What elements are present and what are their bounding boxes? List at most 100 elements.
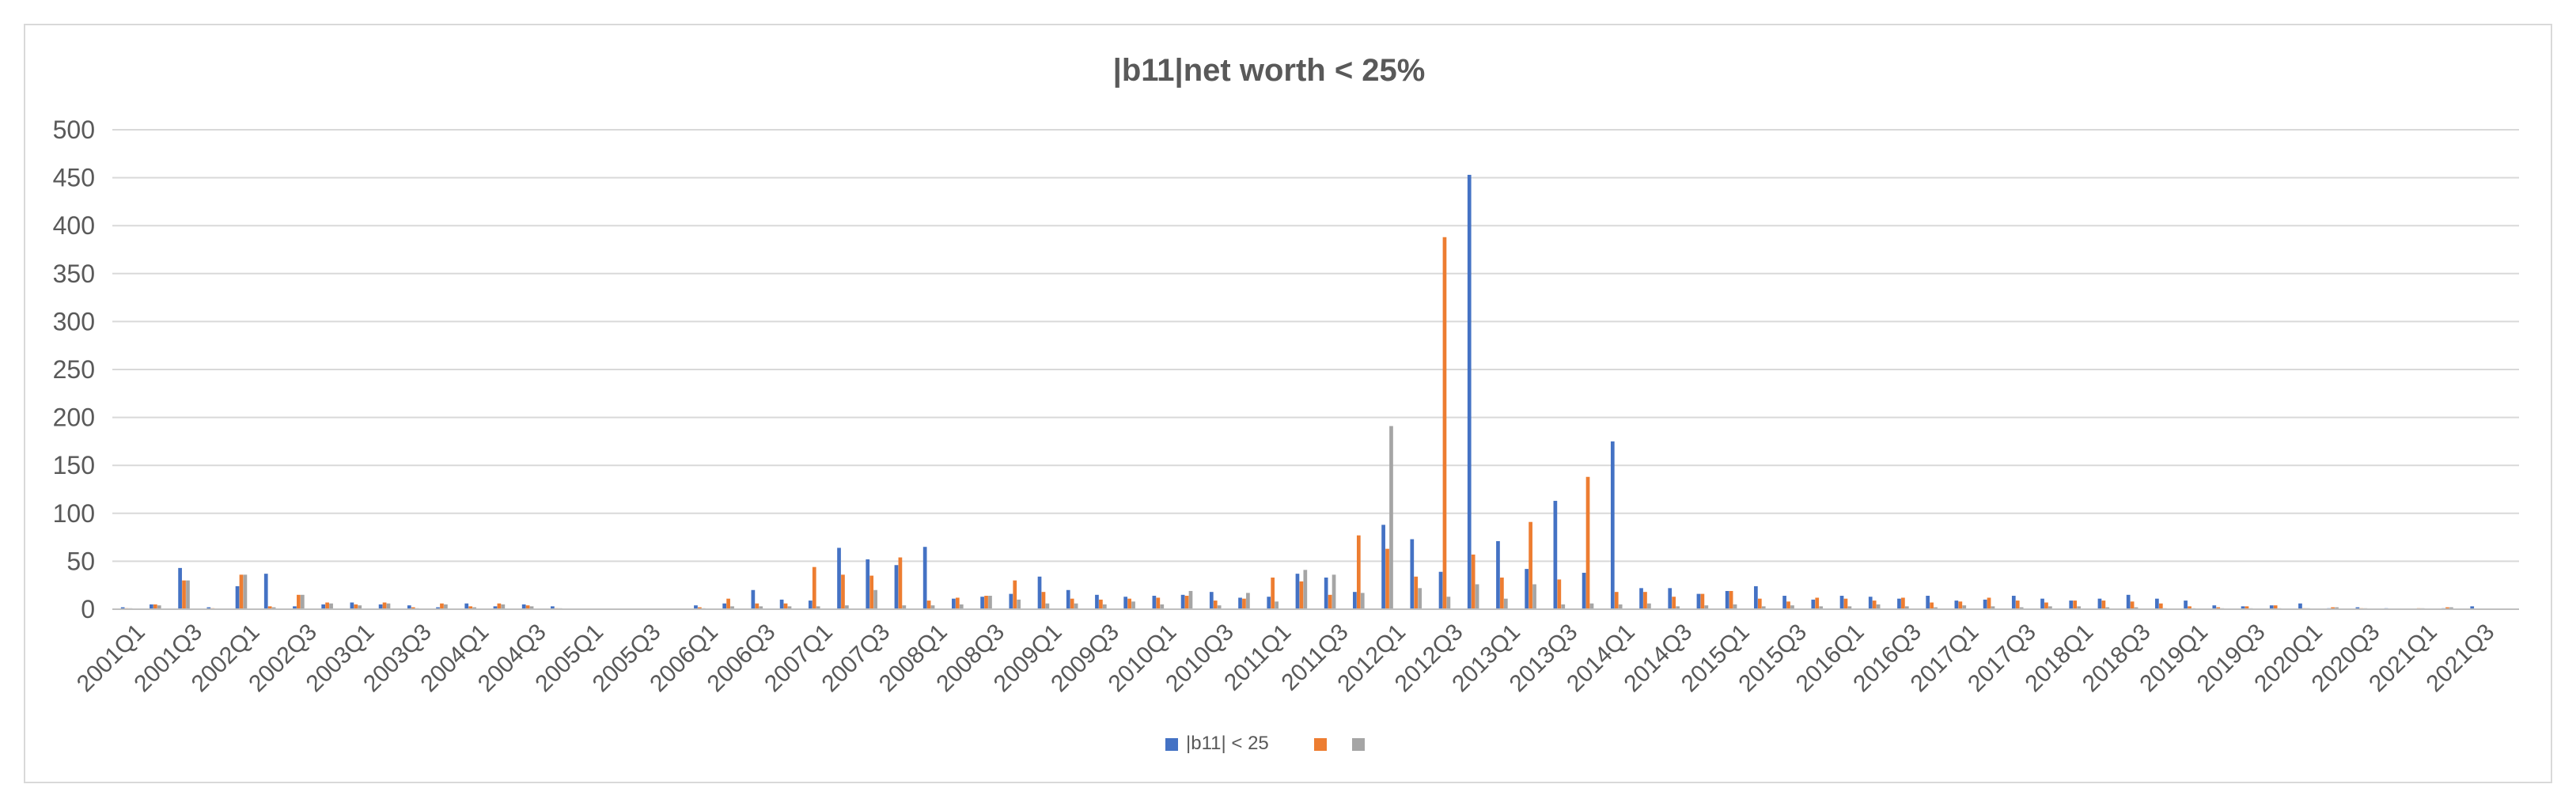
bar xyxy=(869,575,874,609)
bar xyxy=(1668,588,1673,609)
bar xyxy=(1811,599,1816,609)
bar xyxy=(2019,607,2024,609)
bar xyxy=(1647,603,1651,609)
bar xyxy=(1418,588,1422,609)
bar xyxy=(1184,596,1189,609)
bar xyxy=(436,607,440,609)
bar xyxy=(1009,593,1013,609)
bar xyxy=(2355,607,2360,609)
bar xyxy=(1843,598,1848,609)
bar xyxy=(1217,605,1222,609)
bar xyxy=(206,607,211,609)
bar xyxy=(2449,607,2453,609)
bar xyxy=(182,580,186,609)
bar xyxy=(2126,594,2131,609)
bar xyxy=(2101,601,2106,609)
bar xyxy=(930,605,935,609)
bar xyxy=(1561,604,1566,609)
bar xyxy=(2273,605,2278,609)
bar xyxy=(1246,593,1250,609)
bar xyxy=(722,603,727,609)
bar xyxy=(2155,598,2159,609)
bar xyxy=(1589,603,1594,609)
bar xyxy=(1471,554,1476,609)
bar xyxy=(1553,501,1558,609)
bar xyxy=(2040,598,2044,609)
bar xyxy=(1328,594,1332,609)
bar xyxy=(521,604,526,609)
bar xyxy=(1295,574,1300,609)
bar xyxy=(2130,601,2135,609)
bar xyxy=(959,604,964,609)
bar xyxy=(1532,584,1536,609)
bar xyxy=(988,596,992,609)
bar xyxy=(1131,601,1135,609)
x-axis-tick-labels: 2001Q12001Q32002Q12002Q32003Q12003Q32004… xyxy=(72,619,2499,697)
bar xyxy=(755,603,760,609)
bar xyxy=(2158,603,2163,609)
bar xyxy=(2044,602,2048,609)
bar xyxy=(153,604,157,609)
bar xyxy=(1954,601,1959,609)
bar xyxy=(1700,593,1705,609)
legend-swatch xyxy=(1314,738,1327,751)
bar xyxy=(440,603,444,609)
y-tick-label: 300 xyxy=(53,307,95,335)
bar xyxy=(1475,584,1479,609)
bar xyxy=(1041,592,1046,609)
bar xyxy=(952,598,956,609)
bar xyxy=(1614,592,1619,609)
bar xyxy=(1242,598,1246,609)
bar xyxy=(902,605,907,609)
bar xyxy=(845,605,849,609)
bar xyxy=(297,594,301,609)
y-tick-label: 350 xyxy=(53,260,95,288)
bar xyxy=(787,606,792,609)
bar xyxy=(726,598,730,609)
bar xyxy=(2077,606,2081,609)
bar xyxy=(497,603,502,609)
bar xyxy=(2069,601,2074,609)
bar xyxy=(2241,606,2245,609)
bar xyxy=(2048,606,2052,609)
y-tick-label: 500 xyxy=(53,116,95,144)
bar xyxy=(2331,607,2335,609)
y-tick-label: 250 xyxy=(53,355,95,384)
bar xyxy=(1790,605,1794,609)
series-2 xyxy=(124,237,2449,609)
bar xyxy=(2212,605,2217,609)
bar xyxy=(812,566,816,609)
bars xyxy=(120,174,2475,609)
bar xyxy=(1819,606,1824,609)
bar xyxy=(1074,603,1078,609)
bar xyxy=(1696,593,1701,609)
bar xyxy=(378,604,383,609)
y-tick-label: 150 xyxy=(53,451,95,479)
bar xyxy=(2269,605,2274,609)
bar xyxy=(1958,601,1963,609)
bar xyxy=(1733,604,1737,609)
bar xyxy=(759,606,763,609)
bar xyxy=(350,602,354,609)
bar xyxy=(386,603,391,609)
bar xyxy=(1525,569,1529,609)
bar xyxy=(1414,576,1419,609)
bar xyxy=(472,607,476,609)
bar xyxy=(1901,597,1905,609)
y-tick-label: 0 xyxy=(81,595,95,623)
bar xyxy=(551,606,555,609)
bar xyxy=(1496,540,1500,609)
bar xyxy=(1381,525,1385,609)
bar xyxy=(894,565,899,609)
bar xyxy=(1385,548,1389,609)
bar xyxy=(235,585,240,609)
bar xyxy=(1757,598,1762,609)
bar xyxy=(841,574,845,609)
bar xyxy=(1213,601,1218,609)
bar xyxy=(1013,580,1017,609)
bar xyxy=(2097,598,2102,609)
bar xyxy=(1676,606,1680,609)
bar xyxy=(1754,585,1758,609)
series-3 xyxy=(128,426,2453,609)
bar xyxy=(1389,426,1393,609)
